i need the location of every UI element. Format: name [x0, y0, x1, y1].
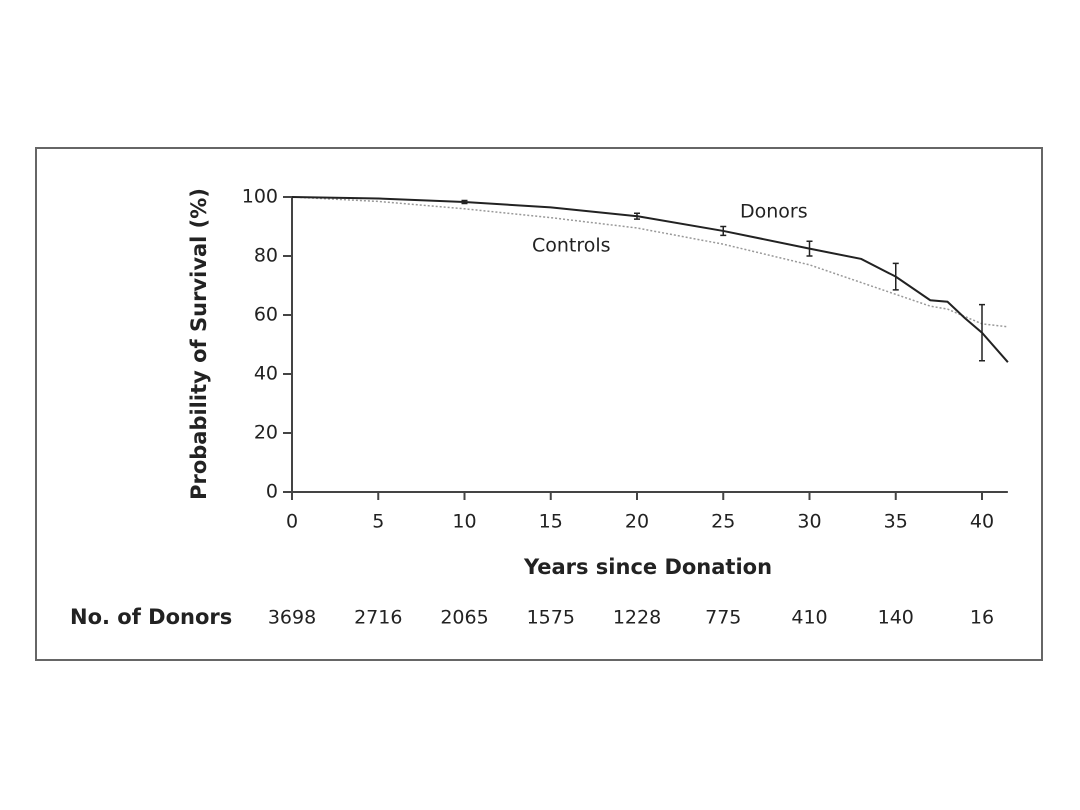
x-tick-label: 10 — [452, 511, 476, 533]
survival-line — [291, 196, 1009, 363]
y-tick-label: 0 — [266, 481, 278, 503]
risk-count: 775 — [705, 607, 741, 629]
x-tick-label: 20 — [625, 511, 649, 533]
error-bar — [461, 199, 468, 205]
y-tick-label: 40 — [254, 363, 278, 385]
y-axis-label: Probability of Survival (%) — [187, 188, 211, 500]
y-tick-label: 80 — [254, 245, 278, 267]
risk-count: 2716 — [354, 607, 402, 629]
risk-count: 2065 — [440, 607, 488, 629]
x-tick-label: 30 — [797, 511, 821, 533]
risk-count: 1228 — [613, 607, 661, 629]
x-axis-label: Years since Donation — [523, 555, 772, 579]
x-tick-label: 15 — [539, 511, 563, 533]
error-bar — [720, 225, 727, 237]
risk-count: 3698 — [268, 607, 316, 629]
error-bar — [634, 212, 640, 220]
y-tick-label: 20 — [254, 422, 278, 444]
error-bar — [979, 303, 985, 362]
error-bar — [806, 240, 813, 257]
survival-line — [291, 196, 1008, 328]
error-bar — [892, 262, 899, 291]
y-tick-label: 100 — [242, 186, 278, 208]
risk-count: 1575 — [527, 607, 575, 629]
risk-count: 16 — [970, 607, 994, 629]
risk-count: 140 — [878, 607, 914, 629]
frame — [35, 147, 1043, 661]
series-label: Controls — [532, 235, 611, 257]
x-tick-label: 40 — [970, 511, 994, 533]
risk-table-label: No. of Donors — [70, 605, 232, 629]
x-tick-label: 35 — [884, 511, 908, 533]
series-label: Donors — [740, 201, 808, 223]
y-tick-label: 60 — [254, 304, 278, 326]
x-tick-label: 5 — [372, 511, 384, 533]
x-tick-label: 0 — [286, 511, 298, 533]
x-tick-label: 25 — [711, 511, 735, 533]
risk-count: 410 — [791, 607, 827, 629]
